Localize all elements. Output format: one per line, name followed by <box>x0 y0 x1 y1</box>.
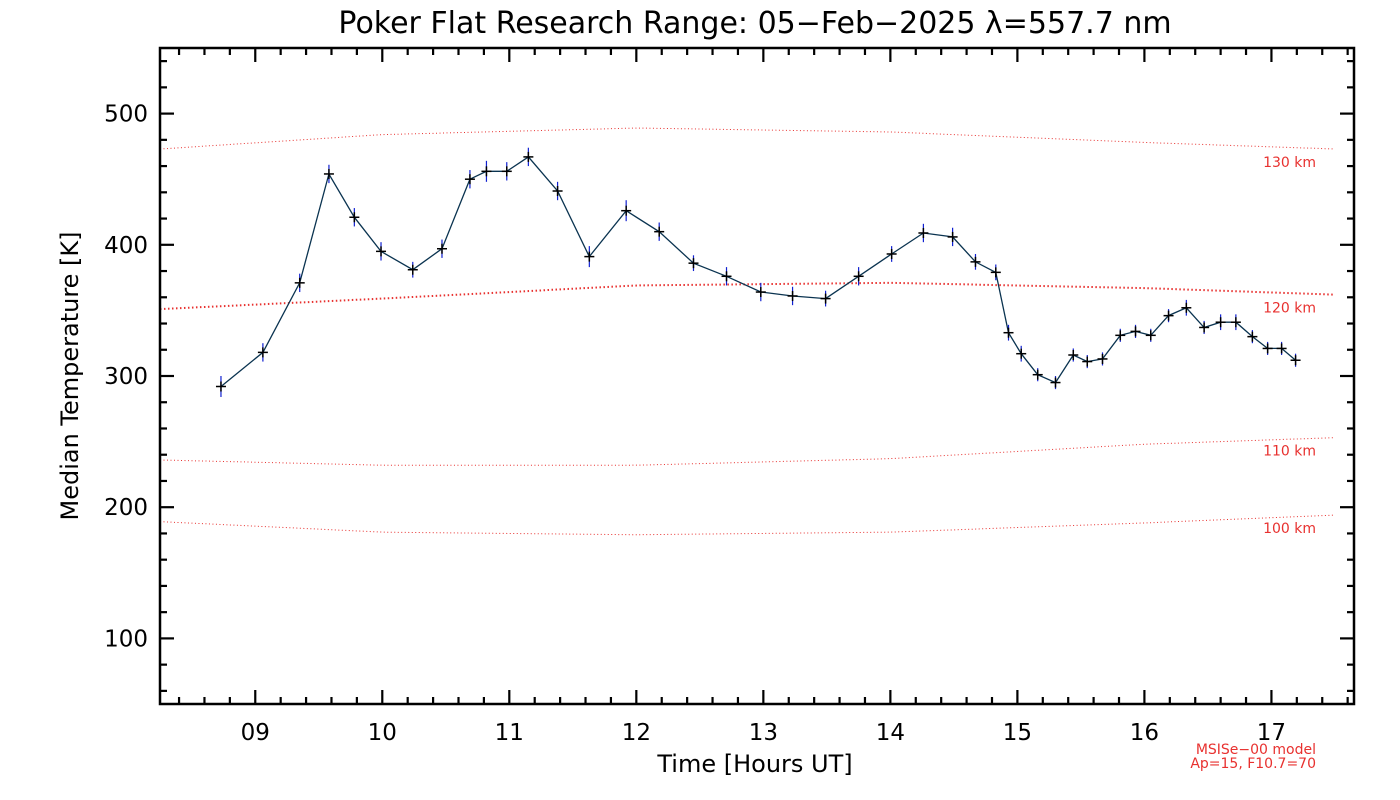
data-point-marker <box>1276 343 1287 354</box>
data-point-marker <box>1068 350 1079 361</box>
data-point-marker <box>721 271 732 282</box>
data-point-marker <box>1097 353 1108 364</box>
y-tick-label: 500 <box>104 102 148 128</box>
x-tick-label: 12 <box>622 720 651 746</box>
data-point-marker <box>481 166 492 177</box>
data-point-marker <box>947 231 958 242</box>
model-curve-label: 130 km <box>1263 155 1316 171</box>
model-note-line-1: MSISe−00 model <box>1196 742 1316 758</box>
temperature-series <box>215 147 1301 397</box>
data-point-marker <box>1290 355 1301 366</box>
data-point-marker <box>215 381 226 392</box>
axis-ticks: 09 10 11 12 13 14 15 16 17 100 200 300 400 500 <box>104 48 1354 746</box>
data-point-marker <box>257 347 268 358</box>
data-point-marker <box>464 174 475 185</box>
data-point-marker <box>323 168 334 179</box>
model-note-line-2: Ap=15, F10.7=70 <box>1190 756 1316 772</box>
y-tick-label: 100 <box>104 626 148 652</box>
data-point-marker <box>1262 343 1273 354</box>
data-point-marker <box>552 186 563 197</box>
x-tick-label: 16 <box>1130 720 1159 746</box>
data-point-marker <box>501 166 512 177</box>
x-tick-label: 17 <box>1257 720 1286 746</box>
data-point-marker <box>436 243 447 254</box>
data-point-marker <box>970 256 981 267</box>
data-point-marker <box>918 227 929 238</box>
y-axis-label: Median Temperature [K] <box>56 231 84 520</box>
x-tick-label: 09 <box>241 720 270 746</box>
data-point-marker <box>755 287 766 298</box>
x-tick-label: 14 <box>876 720 905 746</box>
data-point-marker <box>820 293 831 304</box>
data-point-marker <box>688 258 699 269</box>
x-tick-label: 13 <box>749 720 778 746</box>
data-point-marker <box>1003 327 1014 338</box>
x-tick-label: 15 <box>1003 720 1032 746</box>
data-point-marker <box>1050 377 1061 388</box>
chart-title: Poker Flat Research Range: 05−Feb−2025 λ… <box>338 6 1171 41</box>
model-curve <box>159 514 1335 536</box>
model-curve-label: 120 km <box>1263 301 1316 317</box>
y-tick-label: 300 <box>104 364 148 390</box>
x-axis-label: Time [Hours UT] <box>656 750 852 778</box>
plot-frame <box>158 46 1356 706</box>
data-point-marker <box>1145 330 1156 341</box>
data-point-marker <box>787 290 798 301</box>
series-line <box>220 156 1297 388</box>
data-point-marker <box>1016 348 1027 359</box>
model-curve-label: 110 km <box>1263 444 1316 460</box>
model-curve <box>159 127 1335 150</box>
data-point-marker <box>621 205 632 216</box>
data-point-marker <box>886 248 897 259</box>
data-point-marker <box>654 226 665 237</box>
data-point-marker <box>1230 317 1241 328</box>
x-tick-label: 10 <box>368 720 397 746</box>
model-curves: 130 km 120 km 110 km 100 km <box>159 127 1335 537</box>
data-point-marker <box>1247 331 1258 342</box>
data-point-marker <box>407 264 418 275</box>
data-point-marker <box>1082 356 1093 367</box>
x-tick-label: 11 <box>495 720 524 746</box>
data-point-marker <box>1115 330 1126 341</box>
data-point-marker <box>1215 317 1226 328</box>
data-point-marker <box>990 267 1001 278</box>
y-tick-label: 400 <box>104 233 148 259</box>
data-point-marker <box>376 246 387 257</box>
data-point-marker <box>523 151 534 162</box>
y-tick-label: 200 <box>104 495 148 521</box>
data-point-marker <box>584 251 595 262</box>
model-curve-label: 100 km <box>1263 521 1316 537</box>
data-point-marker <box>349 212 360 223</box>
data-point-marker <box>1032 369 1043 380</box>
data-point-marker <box>853 271 864 282</box>
model-curve <box>159 281 1335 311</box>
model-curve <box>159 437 1335 466</box>
data-point-marker <box>1181 302 1192 313</box>
data-point-marker <box>294 277 305 288</box>
data-point-marker <box>1130 326 1141 337</box>
data-point-marker <box>1163 310 1174 321</box>
data-point-marker <box>1199 322 1210 333</box>
